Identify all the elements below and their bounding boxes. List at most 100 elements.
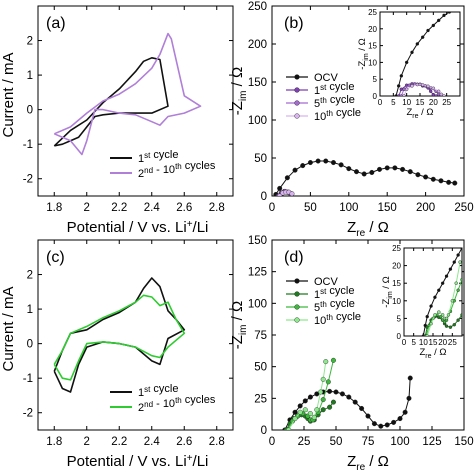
x-tick-label: 25 xyxy=(448,338,457,347)
series-10th-cycle xyxy=(425,260,462,336)
x-tick-label: 2.8 xyxy=(209,436,225,448)
data-point xyxy=(410,50,414,55)
data-point xyxy=(436,18,441,23)
legend-marker xyxy=(294,304,300,310)
x-tick-label: 25 xyxy=(442,98,451,107)
data-point xyxy=(320,376,326,382)
legend-label: 10th cycle xyxy=(314,107,361,123)
data-point xyxy=(456,318,460,322)
x-tick-label: 10 xyxy=(419,338,428,347)
data-point xyxy=(320,397,326,403)
x-tick-label: 2.6 xyxy=(176,436,192,448)
x-tick-label: 0 xyxy=(269,436,275,448)
x-tick-label: 75 xyxy=(362,436,375,448)
legend-label: 2nd - 10th cycles xyxy=(138,394,216,414)
data-point xyxy=(444,274,449,278)
legend-label: 5th cycle xyxy=(314,94,355,110)
legend-label: 2nd - 10th cycles xyxy=(138,160,216,180)
y-tick-label: 5 xyxy=(397,314,402,323)
data-point xyxy=(406,395,412,401)
y-tick-label: 1 xyxy=(27,304,33,316)
legend-marker xyxy=(294,113,300,119)
series-line xyxy=(53,32,202,156)
y-tick-label: 125 xyxy=(248,267,267,279)
data-point xyxy=(456,253,460,257)
data-point xyxy=(442,13,446,18)
data-point xyxy=(327,388,333,394)
data-point xyxy=(323,359,329,365)
data-point xyxy=(415,82,420,87)
series-line xyxy=(288,361,327,430)
x-tick-label: 2.4 xyxy=(144,202,161,214)
data-point xyxy=(437,310,441,314)
y-axis-title: -Zim / Ω xyxy=(229,301,249,349)
data-point xyxy=(302,398,308,404)
series-2nd-10th-cycles xyxy=(53,294,186,381)
inset-x-axis-title: Zre / Ω xyxy=(419,347,446,360)
data-point xyxy=(439,92,444,96)
data-point xyxy=(440,313,445,317)
data-point xyxy=(292,416,298,422)
data-point xyxy=(452,260,456,264)
series-1st-cycle xyxy=(53,277,186,393)
series-10th-cycle xyxy=(402,82,446,96)
data-point xyxy=(323,158,329,164)
y-tick-label: 0 xyxy=(27,105,33,117)
x-tick-label: 100 xyxy=(339,202,358,214)
x-tick-label: 5 xyxy=(391,98,396,107)
x-tick-label: 10 xyxy=(402,98,411,107)
legend-label: 1st cycle xyxy=(138,149,178,165)
y-tick-label: 200 xyxy=(248,39,267,51)
legend-marker xyxy=(294,317,300,323)
legend-marker xyxy=(294,278,300,284)
inset-plot-area xyxy=(394,12,452,96)
series-1st-cycle xyxy=(53,57,169,147)
data-point xyxy=(446,313,451,317)
data-point xyxy=(452,323,456,327)
y-tick-label: 0 xyxy=(397,332,402,341)
data-point xyxy=(446,179,452,185)
x-tick-label: 250 xyxy=(454,202,473,214)
data-point xyxy=(426,84,430,88)
data-point xyxy=(429,304,433,308)
data-point xyxy=(392,165,398,171)
data-point xyxy=(378,423,384,429)
y-tick-label: 50 xyxy=(254,153,267,165)
data-point xyxy=(400,166,406,172)
y-tick-label: 0 xyxy=(27,339,33,351)
data-point xyxy=(300,163,306,169)
x-tick-label: 20 xyxy=(429,98,438,107)
panel-c: 1.8 2 2.2 2.4 2.6 2.8 -2 -1 0 1 2 (c) Potential / V … xyxy=(0,239,234,470)
data-point xyxy=(429,321,433,326)
data-point xyxy=(442,94,446,96)
data-point xyxy=(397,416,403,422)
data-point xyxy=(438,178,444,184)
x-tick-label: 50 xyxy=(304,202,317,214)
data-point xyxy=(410,84,414,88)
data-point xyxy=(420,83,425,87)
y-tick-label: 150 xyxy=(248,77,267,89)
x-tick-label: 0 xyxy=(269,202,275,214)
series-ocv xyxy=(273,158,458,196)
data-point xyxy=(353,169,359,175)
series-ocv xyxy=(394,12,452,96)
series-10th-cycle xyxy=(286,359,329,430)
legend-label: 10th cycle xyxy=(314,311,361,327)
series-5th-cycle xyxy=(284,357,336,430)
data-point xyxy=(458,260,462,264)
plot-area xyxy=(282,357,413,430)
data-point xyxy=(452,180,458,186)
data-point xyxy=(425,314,429,319)
data-point xyxy=(431,23,436,28)
y-tick-label: 20 xyxy=(368,25,377,34)
y-tick-label: 0 xyxy=(373,92,378,101)
y-tick-label: 150 xyxy=(248,235,267,247)
inset-plot-area xyxy=(421,248,462,336)
data-point xyxy=(404,60,409,65)
legend-label: OCV xyxy=(314,72,339,84)
x-tick-label: 2 xyxy=(84,202,90,214)
